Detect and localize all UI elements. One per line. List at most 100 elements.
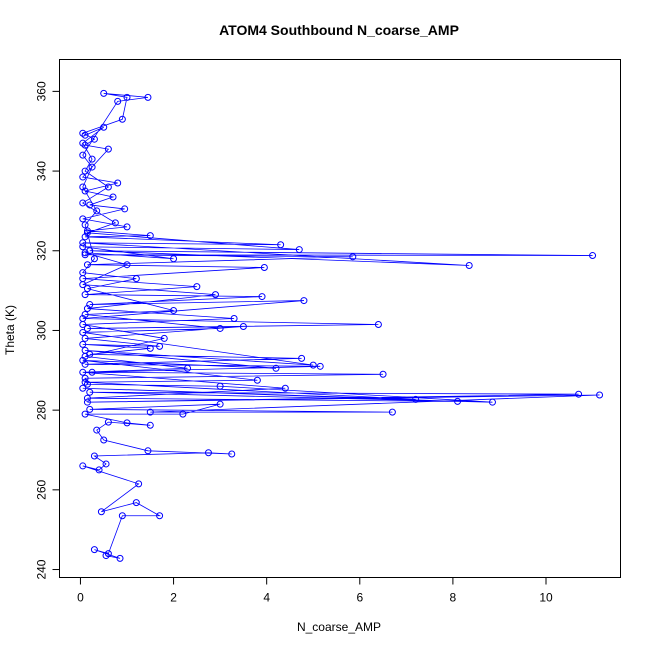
data-point — [109, 193, 117, 201]
data-point — [179, 410, 187, 418]
data-point — [104, 145, 112, 153]
data-point — [88, 155, 96, 163]
data-point — [184, 364, 192, 372]
data-point — [81, 378, 89, 386]
data-point — [144, 447, 152, 455]
data-point — [316, 362, 324, 370]
data-point — [100, 89, 108, 97]
data-point — [81, 311, 89, 319]
y-axis-label: Theta (K) — [3, 305, 17, 355]
x-tick-label: 8 — [450, 591, 457, 605]
data-point — [79, 281, 87, 289]
data-point — [156, 512, 164, 520]
data-point — [79, 151, 87, 159]
data-point — [170, 307, 178, 315]
x-tick-label: 2 — [170, 591, 177, 605]
data-point — [83, 324, 91, 332]
data-point — [81, 233, 89, 241]
data-point — [83, 229, 91, 237]
data-point — [230, 315, 238, 322]
data-point — [97, 508, 105, 516]
data-point — [90, 452, 98, 460]
data-point — [83, 398, 91, 406]
data-point — [79, 129, 87, 137]
y-tick-label: 260 — [35, 480, 49, 500]
x-axis: 0 2 4 6 8 10 — [77, 577, 553, 605]
x-tick-label: 4 — [263, 591, 270, 605]
data-point — [81, 141, 89, 149]
data-point — [90, 546, 98, 554]
data-point — [272, 364, 280, 372]
data-point — [412, 395, 420, 403]
data-point — [295, 246, 303, 254]
data-point — [379, 370, 387, 378]
plot-area — [79, 89, 604, 562]
y-tick-label: 360 — [35, 81, 49, 101]
data-point — [114, 97, 122, 105]
data-point — [300, 297, 308, 305]
data-point — [104, 550, 112, 558]
data-point — [79, 215, 87, 223]
data-point — [79, 199, 87, 207]
y-tick-label: 340 — [35, 161, 49, 181]
data-point — [79, 384, 87, 392]
data-point — [488, 398, 496, 406]
data-point — [228, 450, 236, 458]
data-point — [118, 115, 126, 123]
data-point — [81, 352, 89, 360]
data-point — [123, 419, 131, 427]
data-point — [79, 139, 87, 147]
data-point — [239, 322, 247, 330]
x-tick-label: 6 — [356, 591, 363, 605]
x-tick-label: 0 — [77, 591, 84, 605]
data-point — [79, 269, 87, 277]
data-point — [81, 167, 89, 175]
data-point — [86, 301, 94, 309]
data-point — [135, 480, 143, 488]
data-point — [90, 135, 98, 143]
data-point — [114, 179, 122, 187]
data-point — [83, 285, 91, 293]
data-point — [79, 328, 87, 336]
data-point — [79, 243, 87, 251]
data-point — [596, 391, 604, 399]
data-point — [81, 221, 89, 229]
data-point — [79, 183, 87, 191]
data-point — [253, 376, 261, 384]
y-tick-label: 320 — [35, 240, 49, 260]
data-point — [160, 334, 168, 342]
chart-title: ATOM4 Southbound N_coarse_AMP — [219, 22, 459, 38]
data-point — [90, 255, 98, 263]
data-point — [86, 201, 94, 209]
x-axis-label: N_coarse_AMP — [297, 620, 381, 634]
data-point — [81, 410, 89, 418]
data-point — [216, 382, 224, 390]
data-point — [79, 320, 87, 328]
data-point — [102, 552, 110, 560]
data-point — [146, 408, 154, 416]
data-point — [86, 388, 94, 396]
plot-frame — [59, 59, 621, 578]
series-line — [81, 92, 600, 559]
data-point — [589, 252, 597, 260]
data-point — [309, 361, 317, 369]
data-point — [144, 93, 152, 101]
data-point — [79, 462, 87, 470]
data-point — [86, 350, 94, 358]
data-point — [88, 368, 96, 376]
data-point — [81, 251, 89, 259]
data-point — [79, 356, 87, 364]
data-point — [454, 397, 462, 405]
data-point — [465, 262, 473, 269]
data-point — [93, 426, 101, 434]
data-point — [260, 264, 268, 271]
data-point — [170, 255, 178, 263]
data-point — [81, 334, 89, 342]
data-point — [281, 384, 289, 392]
data-point — [81, 374, 89, 382]
data-point — [123, 93, 131, 101]
data-point — [104, 418, 112, 426]
data-point — [216, 324, 224, 332]
data-point — [193, 283, 201, 291]
